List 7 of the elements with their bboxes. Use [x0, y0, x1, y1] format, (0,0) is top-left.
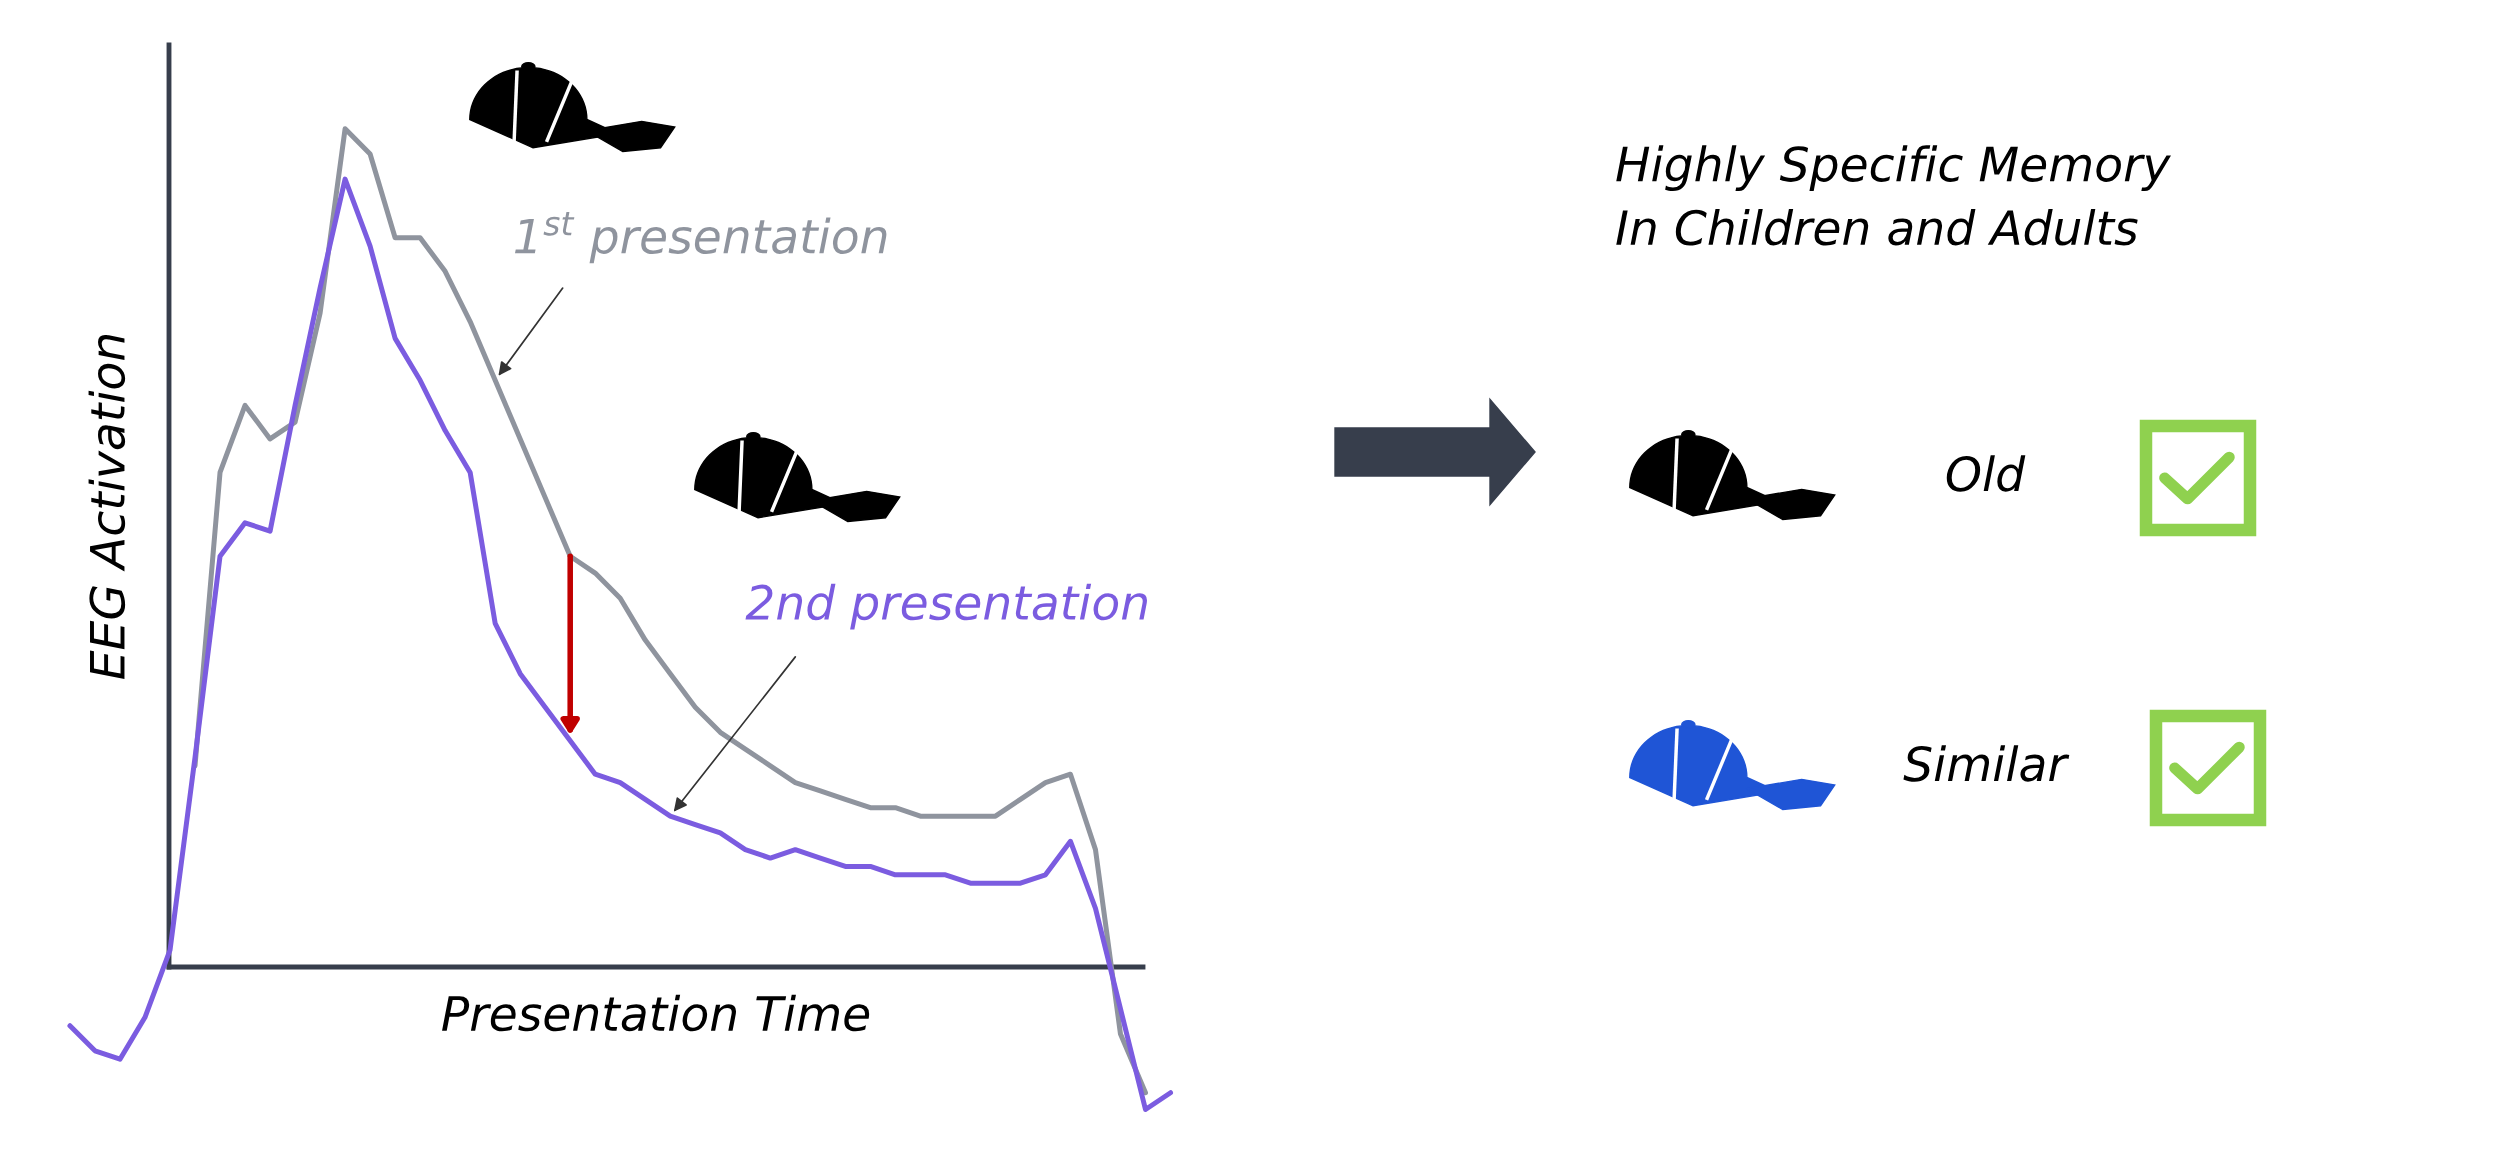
y-axis-title: EEG Activation — [88, 334, 126, 679]
category-label: Old — [1946, 455, 2026, 492]
category-label: Similar — [1903, 745, 2070, 782]
text: Highly Specific Memory In Children and Adults — [1616, 145, 2171, 246]
text: 2nd presentation — [745, 583, 1147, 630]
series-label: 1$^{st}$ presentation — [514, 212, 887, 264]
x-axis-title: Presentation Time — [442, 994, 870, 1032]
